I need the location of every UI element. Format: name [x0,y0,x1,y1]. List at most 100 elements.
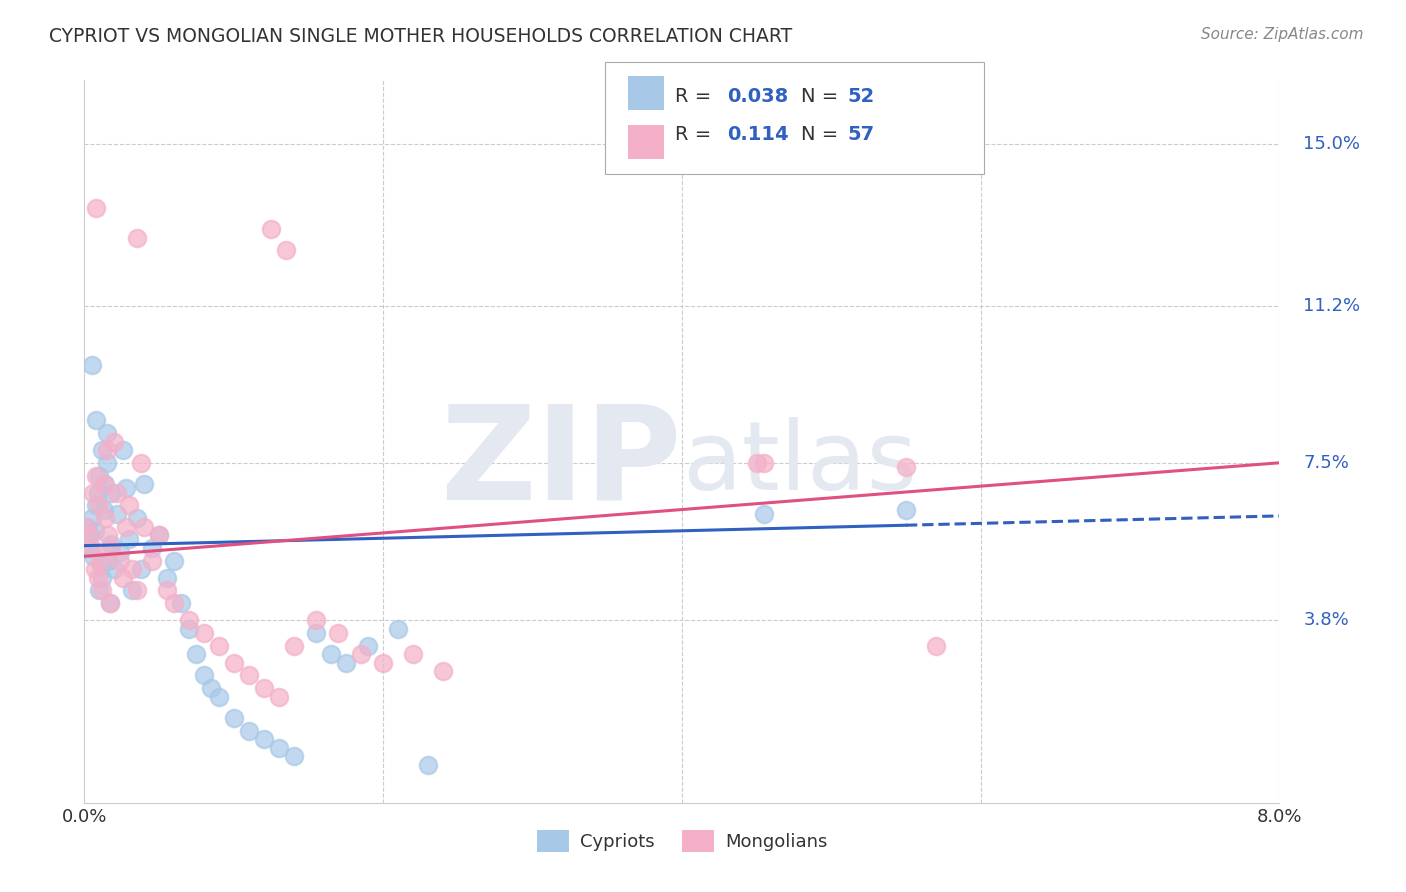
Point [260,222,283,236]
Point [110,545,132,559]
Text: 52: 52 [848,87,875,105]
Point [118,533,141,547]
Text: N =: N = [801,87,845,105]
Text: 7.5%: 7.5% [1303,454,1350,472]
Point [89,498,111,512]
Point [118,498,141,512]
Point [132,477,156,491]
Point [80,511,103,525]
Point [177,622,200,636]
Point [141,553,163,567]
Point [105,485,128,500]
Point [115,519,138,533]
Point [432,664,454,678]
Point [155,570,177,584]
Point [96,443,118,458]
Text: 3.8%: 3.8% [1303,611,1350,629]
Point [163,596,186,610]
Point [100,536,122,550]
Point [274,244,297,258]
Point [83,524,105,538]
Point [200,681,222,695]
Point [97,528,120,542]
Point [357,639,380,653]
Text: 0.038: 0.038 [727,87,789,105]
Point [253,732,276,747]
Point [129,562,152,576]
Point [76,519,98,533]
Point [103,562,125,576]
Text: R =: R = [675,87,717,105]
Point [125,230,148,244]
Point [305,613,328,627]
Point [350,647,373,661]
Point [112,570,135,584]
Point [98,596,121,610]
Point [90,558,112,572]
Point [91,443,114,458]
Point [283,639,305,653]
Point [121,583,143,598]
Point [90,553,112,567]
Point [77,541,100,555]
Text: N =: N = [801,125,845,144]
Point [132,519,156,533]
Point [752,456,775,470]
Point [103,434,125,449]
Point [925,639,948,653]
Point [121,562,143,576]
Point [267,690,290,704]
Point [96,425,118,440]
Point [186,647,208,661]
Point [94,511,117,525]
Point [91,570,114,584]
Point [87,570,110,584]
Point [177,613,200,627]
Point [305,625,328,640]
Point [416,757,439,772]
Point [208,639,231,653]
Point [80,541,103,555]
Point [238,668,260,682]
Point [87,485,110,500]
Point [752,507,775,521]
Point [170,596,193,610]
Point [100,541,122,555]
Point [155,583,177,598]
Point [82,485,104,500]
Point [79,528,101,542]
Point [208,690,231,704]
Point [115,481,138,495]
Point [283,749,305,764]
Point [91,583,114,598]
Point [125,511,148,525]
Point [100,485,122,500]
Point [335,656,357,670]
Point [86,413,108,427]
Point [89,468,111,483]
Point [98,596,121,610]
Text: ZIP: ZIP [440,400,682,526]
Text: 15.0%: 15.0% [1303,135,1361,153]
Text: CYPRIOT VS MONGOLIAN SINGLE MOTHER HOUSEHOLDS CORRELATION CHART: CYPRIOT VS MONGOLIAN SINGLE MOTHER HOUSE… [49,27,793,45]
Point [86,201,108,215]
Point [110,553,132,567]
Point [745,456,768,470]
Point [129,456,152,470]
Point [89,583,111,598]
Point [96,456,118,470]
Point [148,528,170,542]
Text: 0.114: 0.114 [727,125,789,144]
Point [93,502,115,516]
Point [83,562,105,576]
Text: R =: R = [675,125,724,144]
Text: atlas: atlas [682,417,917,509]
Point [222,711,245,725]
Legend: Cypriots, Mongolians: Cypriots, Mongolians [529,822,835,859]
Point [80,358,103,372]
Point [267,740,290,755]
Point [105,507,128,521]
Point [148,528,170,542]
Point [75,519,97,533]
Point [97,553,120,567]
